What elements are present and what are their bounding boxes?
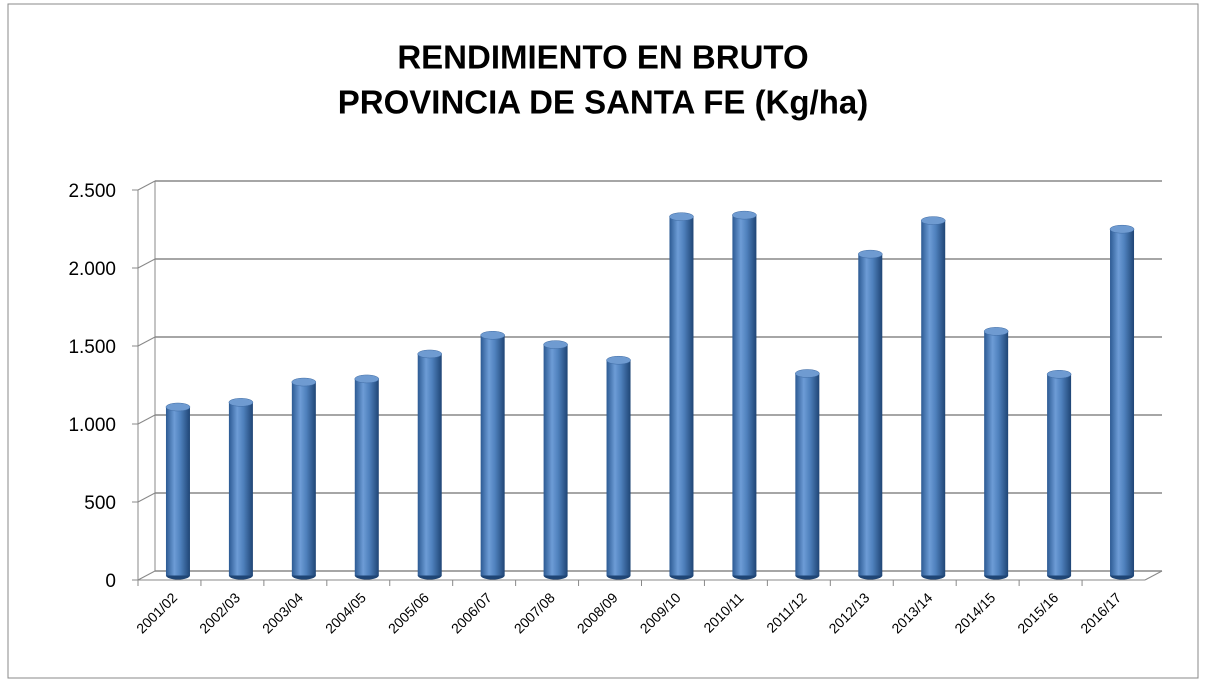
bar bbox=[165, 407, 190, 576]
bar-top bbox=[417, 349, 442, 359]
bar-top bbox=[858, 249, 883, 259]
bar bbox=[417, 353, 442, 576]
grid-line bbox=[137, 492, 156, 503]
bar-top bbox=[543, 340, 568, 349]
grid-line bbox=[137, 180, 156, 191]
bar bbox=[228, 402, 253, 576]
axis bbox=[1144, 570, 1163, 581]
bar-top bbox=[920, 216, 946, 225]
bar bbox=[1110, 229, 1135, 576]
bar bbox=[1047, 374, 1072, 576]
bar bbox=[732, 215, 757, 576]
y-tick-label: 2.000 bbox=[68, 259, 116, 280]
bar-top bbox=[480, 331, 505, 340]
bar bbox=[669, 216, 694, 576]
bar-top bbox=[732, 210, 757, 220]
bar-top bbox=[606, 355, 631, 365]
grid-line bbox=[137, 258, 156, 269]
bar bbox=[543, 344, 568, 576]
bar-top bbox=[795, 369, 820, 378]
bar bbox=[858, 254, 883, 576]
y-tick-label: 1.000 bbox=[68, 415, 116, 436]
bar bbox=[354, 378, 379, 576]
bar bbox=[291, 382, 316, 576]
y-tick-label: 0 bbox=[105, 571, 116, 592]
bar bbox=[480, 335, 505, 576]
bar bbox=[795, 373, 820, 576]
bar-top bbox=[228, 398, 254, 407]
bar bbox=[921, 220, 946, 576]
chart-title: RENDIMIENTO EN BRUTO bbox=[397, 39, 808, 76]
chart-title: PROVINCIA DE SANTA FE (Kg/ha) bbox=[338, 84, 868, 121]
bar-top bbox=[1046, 370, 1072, 379]
bar bbox=[606, 360, 631, 576]
y-tick-label: 500 bbox=[84, 493, 116, 514]
bar-top bbox=[1109, 224, 1135, 234]
bar bbox=[984, 331, 1009, 576]
bar-top bbox=[669, 212, 694, 221]
y-tick-label: 2.500 bbox=[68, 181, 116, 202]
grid-line bbox=[137, 414, 156, 425]
grid-line bbox=[137, 336, 156, 347]
y-tick-label: 1.500 bbox=[68, 337, 116, 358]
bar-top bbox=[291, 377, 317, 387]
bar-top bbox=[165, 402, 191, 412]
bar-top bbox=[983, 327, 1009, 336]
bar-top bbox=[354, 374, 380, 384]
grid-line bbox=[137, 570, 156, 581]
